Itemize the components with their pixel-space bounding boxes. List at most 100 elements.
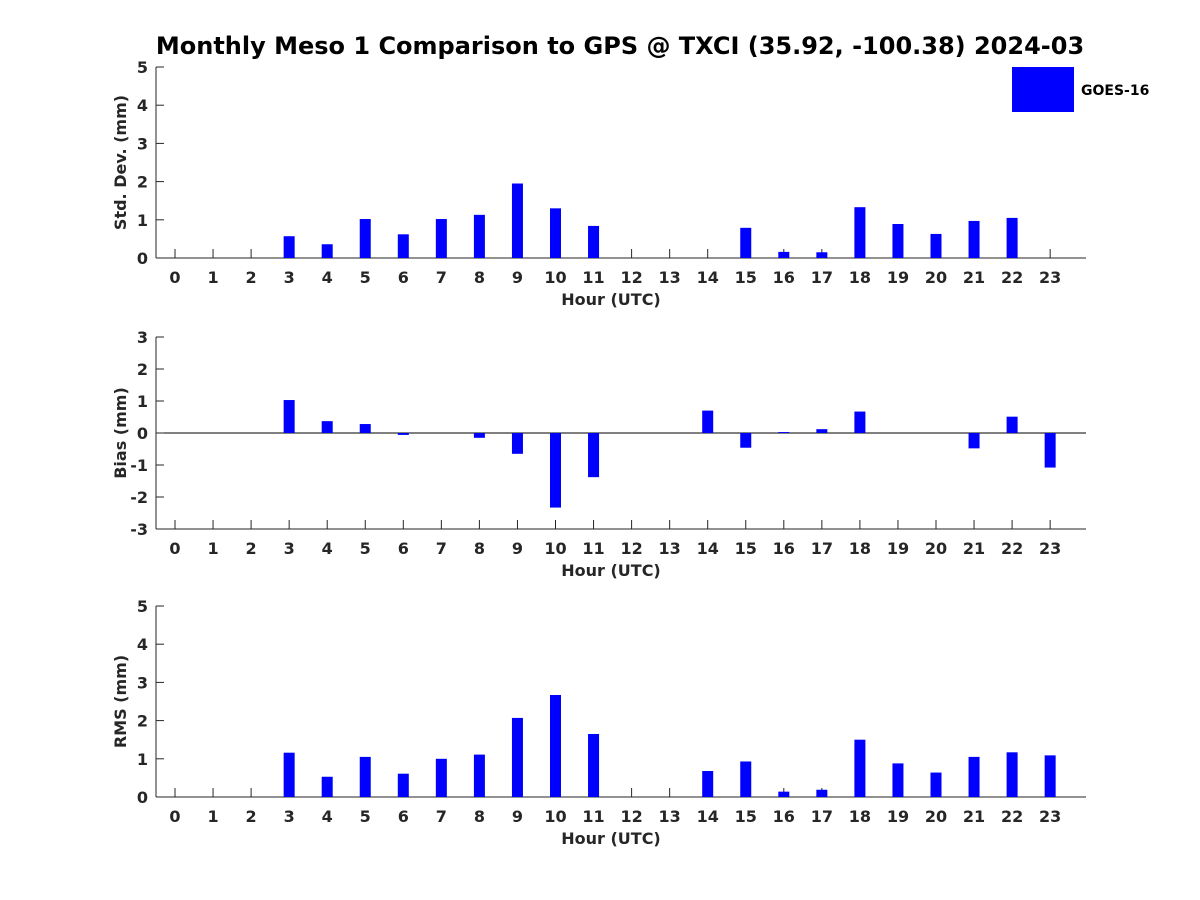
- x-tick-label: 12: [620, 539, 642, 558]
- x-tick-label: 5: [360, 807, 371, 826]
- bar: [740, 761, 752, 797]
- bar: [283, 400, 295, 433]
- y-tick-label: 4: [137, 635, 148, 654]
- x-tick-label: 3: [284, 268, 295, 287]
- x-tick-label: 5: [360, 539, 371, 558]
- x-tick-label: 1: [207, 539, 218, 558]
- bar: [283, 236, 295, 258]
- y-tick-label: -3: [130, 520, 148, 539]
- x-tick-label: 9: [512, 268, 523, 287]
- y-axis-label: Std. Dev. (mm): [111, 95, 130, 230]
- bar: [321, 244, 333, 258]
- x-tick-label: 23: [1039, 539, 1061, 558]
- bar: [854, 207, 866, 258]
- bar: [588, 225, 600, 258]
- bar: [397, 234, 409, 258]
- bar: [473, 214, 485, 258]
- bar: [321, 776, 333, 797]
- legend: GOES-16: [1012, 67, 1149, 112]
- x-tick-label: 23: [1039, 807, 1061, 826]
- x-tick-label: 21: [963, 807, 985, 826]
- x-tick-label: 11: [582, 268, 604, 287]
- legend-label: GOES-16: [1081, 83, 1149, 99]
- bar: [588, 433, 600, 478]
- x-tick-label: 5: [360, 268, 371, 287]
- x-tick-label: 19: [887, 807, 909, 826]
- x-tick-label: 9: [512, 807, 523, 826]
- bar: [854, 739, 866, 797]
- bar: [283, 752, 295, 797]
- x-tick-label: 11: [582, 807, 604, 826]
- bar: [892, 224, 904, 258]
- x-tick-label: 1: [207, 807, 218, 826]
- x-tick-label: 1: [207, 268, 218, 287]
- y-tick-label: 3: [137, 328, 148, 347]
- bar: [473, 433, 485, 438]
- bar: [1006, 217, 1018, 258]
- x-tick-label: 16: [773, 539, 795, 558]
- bar: [550, 208, 561, 258]
- x-tick-label: 20: [925, 807, 947, 826]
- x-tick-label: 7: [436, 807, 447, 826]
- bar: [511, 717, 523, 797]
- x-tick-label: 10: [544, 539, 566, 558]
- bar: [778, 791, 790, 797]
- bar: [550, 695, 561, 797]
- x-tick-label: 13: [659, 539, 681, 558]
- x-tick-label: 23: [1039, 268, 1061, 287]
- y-tick-label: -1: [130, 456, 148, 475]
- x-tick-label: 10: [544, 268, 566, 287]
- bar: [435, 219, 447, 258]
- x-tick-label: 18: [849, 807, 871, 826]
- y-tick-label: 0: [137, 249, 148, 268]
- bar: [968, 220, 980, 258]
- y-tick-label: 1: [137, 392, 148, 411]
- x-tick-label: 8: [474, 539, 485, 558]
- x-tick-label: 15: [735, 539, 757, 558]
- bar: [702, 771, 714, 797]
- x-tick-label: 2: [246, 268, 257, 287]
- y-tick-label: 2: [137, 173, 148, 192]
- x-tick-label: 12: [620, 807, 642, 826]
- x-tick-label: 22: [1001, 539, 1023, 558]
- x-tick-label: 0: [169, 268, 180, 287]
- bar: [930, 233, 942, 258]
- y-tick-label: 0: [137, 424, 148, 443]
- x-tick-label: 14: [697, 807, 719, 826]
- bar: [550, 433, 561, 508]
- bar: [1044, 755, 1056, 797]
- y-tick-label: 3: [137, 134, 148, 153]
- x-tick-label: 13: [659, 268, 681, 287]
- bar: [778, 432, 790, 433]
- bar: [1044, 433, 1056, 468]
- x-tick-label: 17: [811, 807, 833, 826]
- bar: [968, 756, 980, 797]
- x-tick-label: 2: [246, 807, 257, 826]
- x-tick-label: 6: [398, 268, 409, 287]
- x-tick-label: 18: [849, 268, 871, 287]
- bar: [588, 733, 600, 797]
- x-tick-label: 3: [284, 807, 295, 826]
- y-tick-label: -2: [130, 488, 148, 507]
- x-tick-label: 14: [697, 268, 719, 287]
- bar: [816, 252, 828, 258]
- bar: [968, 433, 980, 449]
- x-tick-label: 0: [169, 539, 180, 558]
- bar: [816, 789, 828, 797]
- x-tick-label: 17: [811, 539, 833, 558]
- bar: [397, 433, 409, 435]
- x-tick-label: 15: [735, 807, 757, 826]
- bar: [702, 410, 714, 433]
- y-tick-label: 1: [137, 211, 148, 230]
- x-tick-label: 17: [811, 268, 833, 287]
- bar: [816, 429, 828, 433]
- y-tick-label: 2: [137, 360, 148, 379]
- bar: [473, 754, 485, 797]
- x-tick-label: 3: [284, 539, 295, 558]
- x-tick-label: 16: [773, 268, 795, 287]
- bar: [854, 411, 866, 433]
